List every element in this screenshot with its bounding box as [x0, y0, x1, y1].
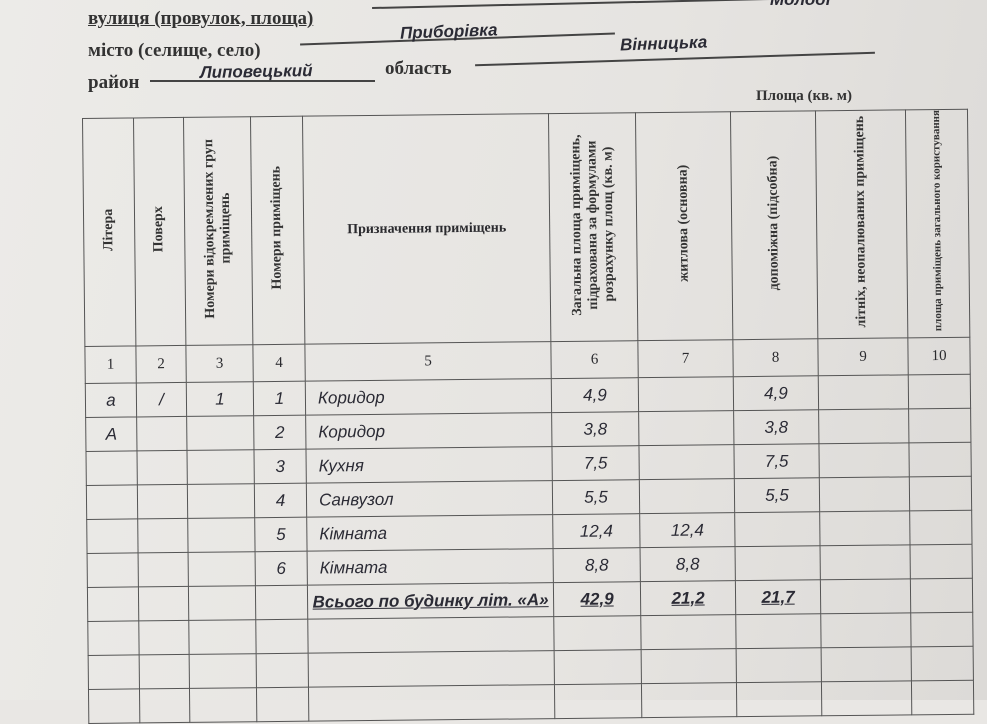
cell-letter	[85, 450, 138, 486]
col-num: 1	[84, 345, 137, 384]
district-line	[150, 80, 375, 82]
cell-total-area: 5,5	[552, 479, 640, 515]
cell-floor	[138, 552, 189, 587]
total-label: Всього по будинку літ. «А»	[307, 582, 554, 620]
header-letter: Літера	[100, 208, 117, 251]
cell-summer	[818, 408, 909, 444]
total-area: 42,9	[553, 581, 641, 617]
header-row: Літера Поверх Номери відокремлених груп …	[82, 109, 970, 347]
cell-common	[908, 442, 972, 477]
col-num: 8	[732, 338, 819, 377]
district-value: Липовецький	[199, 61, 313, 82]
cell-summer	[818, 442, 910, 478]
cell-room-number: 2	[253, 415, 306, 450]
col-num: 5	[304, 341, 552, 382]
header-summer: літніх, неопалюваних приміщень	[852, 115, 870, 328]
document-page	[0, 0, 987, 700]
cell-living	[638, 410, 734, 446]
cell-group	[187, 483, 255, 519]
cell-room-number: 5	[254, 517, 308, 552]
cell-group	[186, 449, 255, 485]
col-num: 9	[817, 337, 909, 376]
cell-group	[186, 415, 254, 451]
col-num: 7	[637, 339, 734, 378]
cell-floor: /	[136, 382, 187, 417]
col-num: 3	[185, 344, 254, 383]
cell-living: 8,8	[640, 546, 736, 582]
cell-floor	[136, 416, 187, 451]
cell-group: 1	[186, 381, 254, 417]
cell-purpose: Кухня	[305, 446, 553, 484]
header-auxiliary: допоміжна (підсобна)	[765, 155, 782, 291]
cell-purpose: Кімната	[306, 514, 554, 552]
cell-total-area: 8,8	[553, 547, 641, 583]
cell-purpose: Коридор	[305, 378, 552, 416]
total-auxiliary: 21,7	[735, 579, 821, 615]
cell-summer	[820, 544, 911, 580]
header-floor: Поверх	[151, 206, 167, 253]
cell-auxiliary	[734, 511, 821, 547]
cell-letter: а	[85, 382, 137, 418]
cell-letter	[86, 518, 139, 554]
district-label: район	[88, 72, 140, 93]
region-value: Вінницька	[619, 32, 708, 55]
cell-total-area: 3,8	[551, 411, 639, 447]
cell-room-number: 1	[253, 381, 306, 416]
col-num: 6	[550, 340, 639, 379]
col-num: 4	[252, 344, 306, 382]
cell-letter: А	[85, 416, 137, 452]
cell-letter	[87, 552, 139, 588]
cell-living	[639, 478, 735, 514]
col-num: 10	[907, 337, 971, 375]
cell-total-area: 12,4	[552, 513, 641, 549]
area-group-header: Площа (кв. м)	[756, 88, 852, 104]
header-common: площа приміщень загального користування	[930, 110, 945, 332]
cell-room-number: 4	[254, 483, 307, 518]
cell-group	[187, 517, 256, 553]
street-value: Молоді	[770, 0, 831, 10]
cell-group	[188, 551, 256, 587]
cell-common	[910, 544, 973, 579]
region-label: область	[385, 58, 452, 79]
cell-letter	[86, 484, 138, 520]
header-living: житлова (основна)	[675, 165, 692, 283]
cell-room-number: 6	[255, 551, 308, 586]
cell-auxiliary: 7,5	[733, 443, 820, 479]
header-group-numbers: Номери відокремлених груп приміщень	[201, 138, 234, 319]
cell-summer	[819, 510, 911, 546]
cell-summer	[819, 476, 910, 512]
cell-floor	[136, 450, 188, 485]
cell-room-number: 3	[253, 449, 307, 484]
header-total-area: Загальна площа приміщень, підрахована за…	[568, 134, 618, 316]
cell-floor	[137, 484, 188, 519]
city-label: місто (селище, село)	[88, 40, 261, 61]
cell-common	[908, 408, 971, 443]
cell-total-area: 4,9	[551, 377, 639, 413]
street-label: вулиця (провулок, площа)	[88, 8, 314, 29]
cell-summer	[818, 374, 909, 410]
cell-purpose: Кімната	[307, 548, 554, 586]
rooms-table: Літера Поверх Номери відокремлених груп …	[82, 109, 974, 724]
cell-floor	[137, 518, 189, 553]
cell-auxiliary: 5,5	[734, 477, 820, 513]
cell-common	[908, 374, 971, 409]
cell-total-area: 7,5	[551, 445, 640, 481]
cell-living	[638, 376, 734, 412]
cell-auxiliary	[735, 545, 821, 581]
total-living: 21,2	[640, 580, 736, 616]
col-num: 2	[135, 345, 187, 383]
cell-living	[638, 444, 735, 480]
cell-purpose: Санвузол	[306, 480, 553, 518]
cell-auxiliary: 3,8	[733, 409, 819, 445]
cell-common	[909, 476, 972, 511]
cell-auxiliary: 4,9	[733, 375, 819, 411]
city-value: Приборівка	[399, 20, 498, 43]
cell-purpose: Коридор	[305, 412, 552, 450]
header-room-numbers: Номери приміщень	[268, 166, 286, 290]
header-purpose: Призначення приміщень	[347, 220, 507, 238]
cell-common	[909, 510, 973, 545]
cell-living: 12,4	[639, 512, 736, 548]
